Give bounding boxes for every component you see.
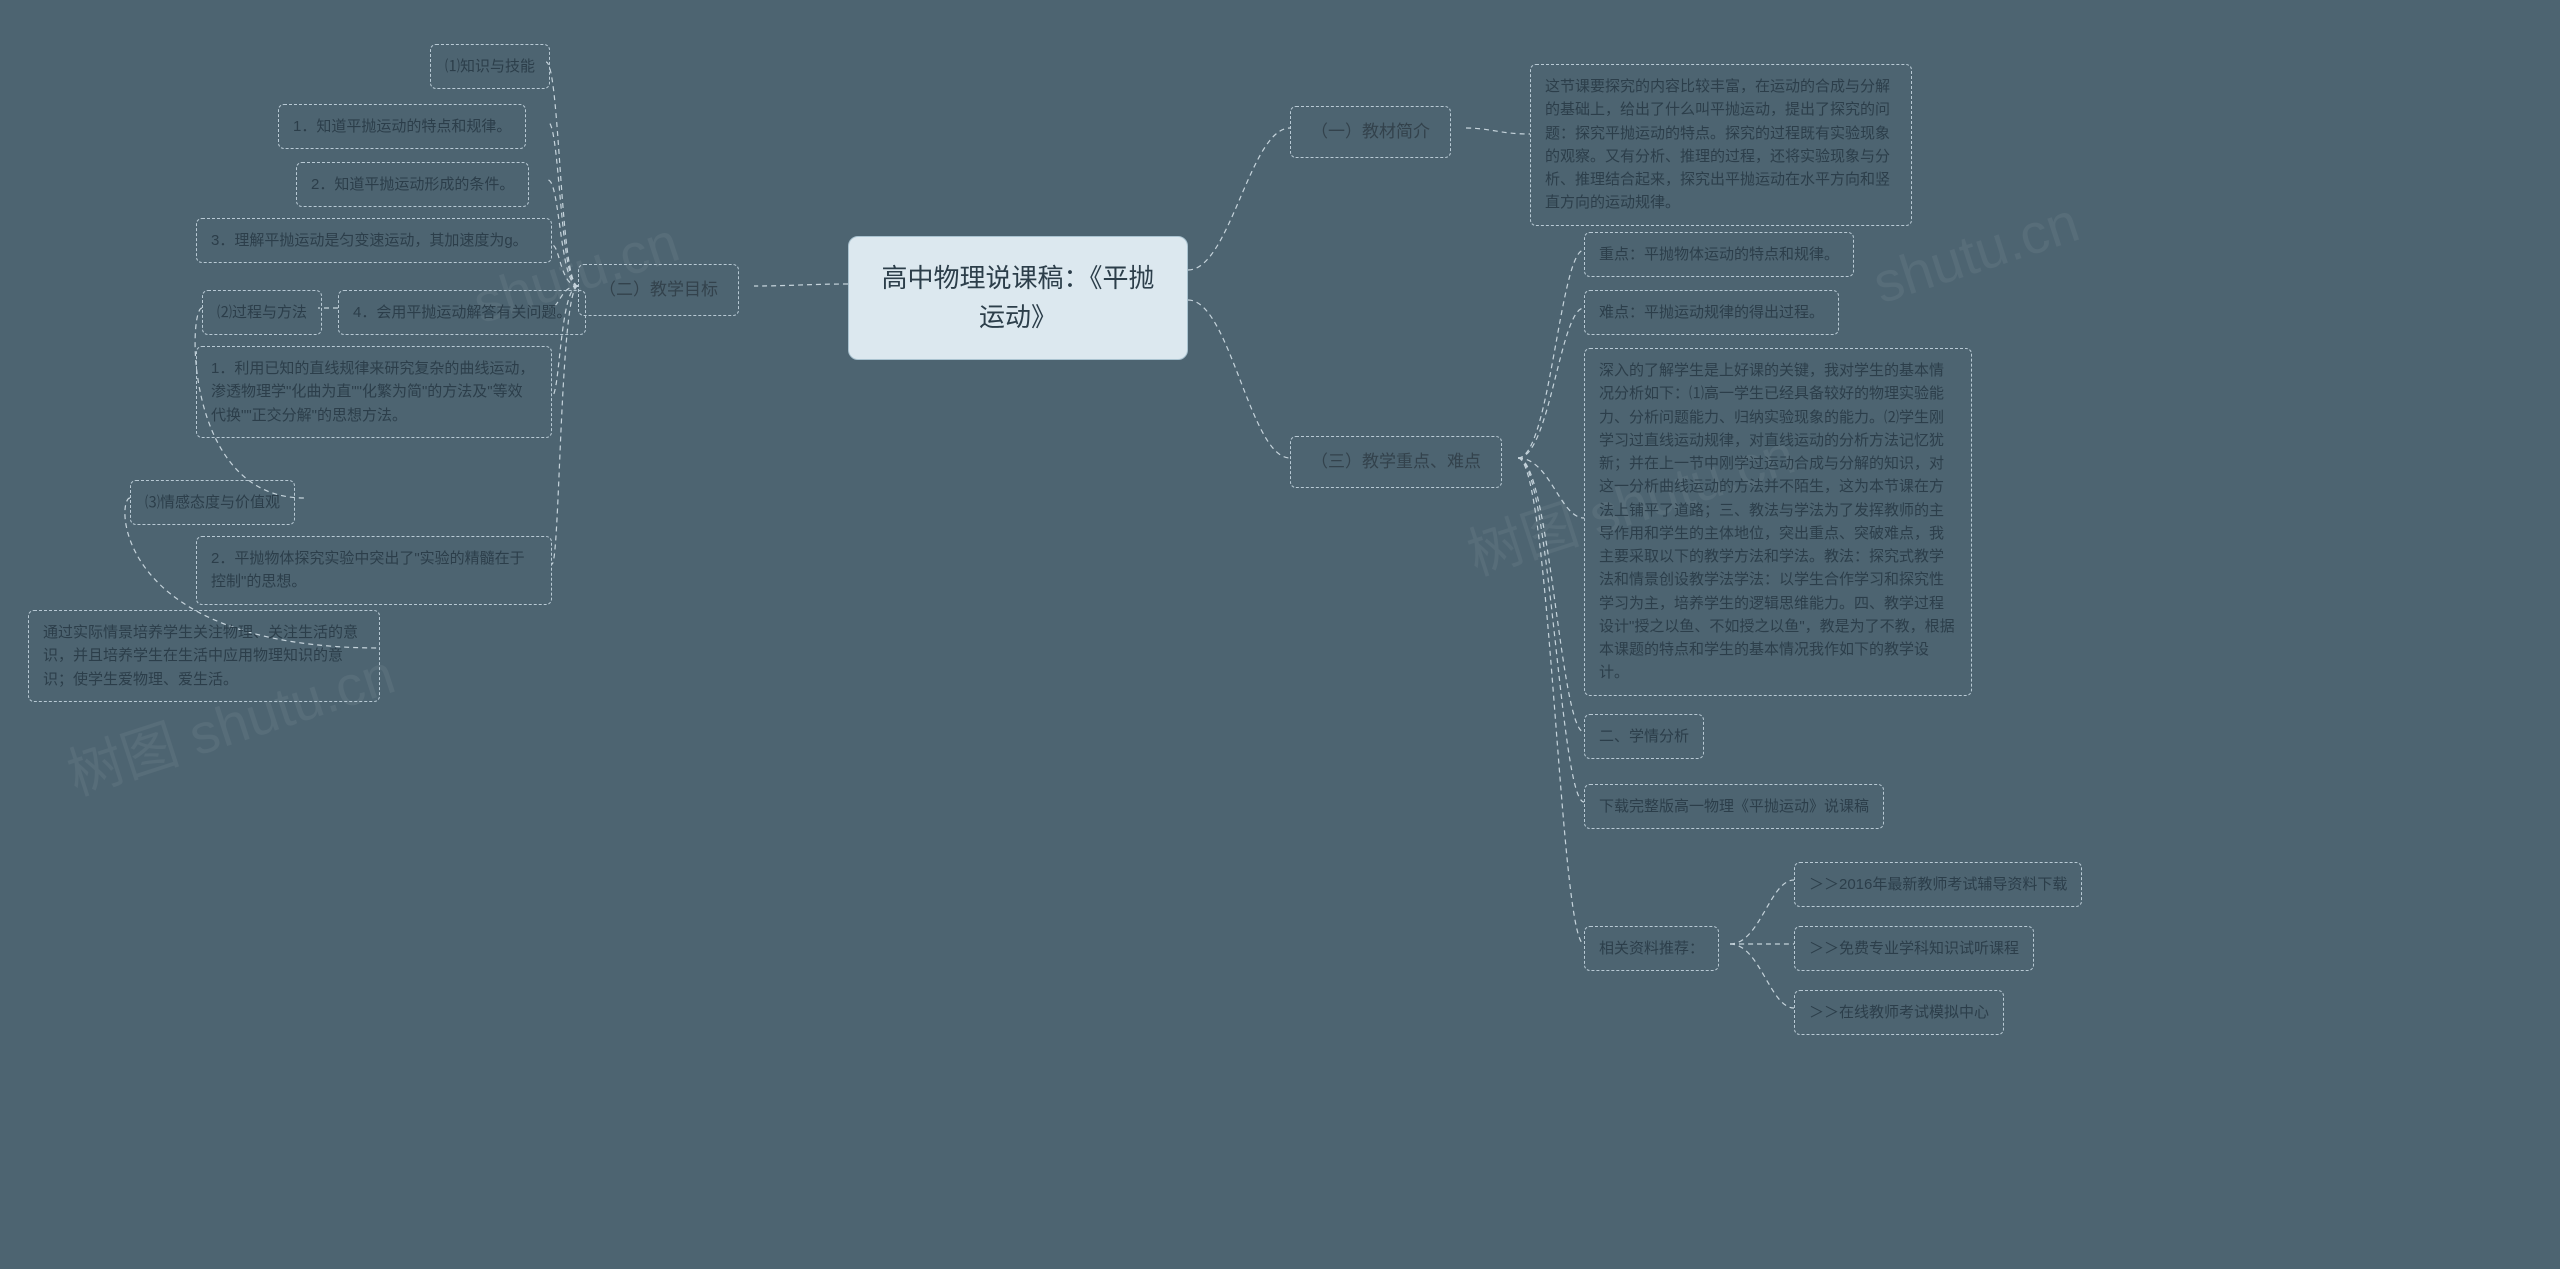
root-node: 高中物理说课稿：《平抛 运动》	[848, 236, 1188, 360]
branch-key-difficult: （三）教学重点、难点	[1290, 436, 1502, 488]
root-line2: 运动》	[979, 302, 1057, 332]
leaf-related-3: ＞＞在线教师考试模拟中心	[1794, 990, 2004, 1035]
leaf-l4: 3．理解平抛运动是匀变速运动，其加速度为g。	[196, 218, 552, 263]
leaf-related-2: ＞＞免费专业学科知识试听课程	[1794, 926, 2034, 971]
leaf-textbook-intro: 这节课要探究的内容比较丰富，在运动的合成与分解的基础上，给出了什么叫平抛运动，提…	[1530, 64, 1912, 226]
leaf-student-analysis-title: 二、学情分析	[1584, 714, 1704, 759]
leaf-related-title: 相关资料推荐：	[1584, 926, 1719, 971]
leaf-emotion-values: ⑶情感态度与价值观	[130, 480, 295, 525]
root-line1: 高中物理说课稿：《平抛	[881, 263, 1154, 293]
leaf-l10: 通过实际情景培养学生关注物理、关注生活的意识，并且培养学生在生活中应用物理知识的…	[28, 610, 380, 702]
branch-textbook-intro: （一）教材简介	[1290, 106, 1451, 158]
leaf-l9: 2．平抛物体探究实验中突出了"实验的精髓在于控制"的思想。	[196, 536, 552, 605]
leaf-l2: 1．知道平抛运动的特点和规律。	[278, 104, 526, 149]
leaf-difficult-point: 难点：平抛运动规律的得出过程。	[1584, 290, 1839, 335]
leaf-l7: 1．利用已知的直线规律来研究复杂的曲线运动，渗透物理学"化曲为直""化繁为简"的…	[196, 346, 552, 438]
leaf-student-analysis-body: 深入的了解学生是上好课的关键，我对学生的基本情况分析如下：⑴高一学生已经具备较好…	[1584, 348, 1972, 696]
branch-teaching-objectives: （二）教学目标	[578, 264, 739, 316]
leaf-process-methods: ⑵过程与方法	[202, 290, 322, 335]
leaf-knowledge-skills: ⑴知识与技能	[430, 44, 550, 89]
leaf-download: 下载完整版高一物理《平抛运动》说课稿	[1584, 784, 1884, 829]
leaf-l3: 2．知道平抛运动形成的条件。	[296, 162, 529, 207]
leaf-l6: 4．会用平抛运动解答有关问题。	[338, 290, 586, 335]
leaf-related-1: ＞＞2016年最新教师考试辅导资料下载	[1794, 862, 2082, 907]
leaf-key-point: 重点：平抛物体运动的特点和规律。	[1584, 232, 1854, 277]
